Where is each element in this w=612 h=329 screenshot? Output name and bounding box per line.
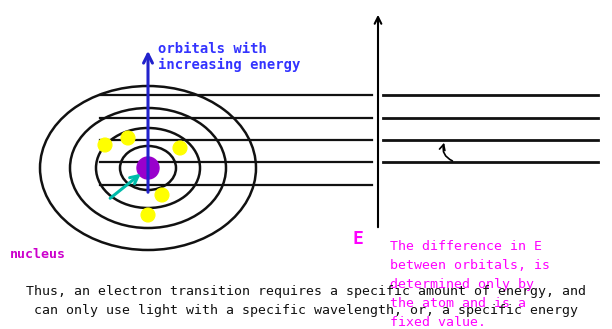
Text: E: E [352, 230, 363, 248]
FancyArrowPatch shape [439, 144, 452, 161]
Text: orbitals with
increasing energy: orbitals with increasing energy [158, 42, 300, 72]
Text: nucleus: nucleus [10, 248, 66, 261]
Text: Thus, an electron transition requires a specific amount of energy, and: Thus, an electron transition requires a … [26, 285, 586, 298]
Circle shape [121, 131, 135, 145]
Circle shape [173, 141, 187, 155]
Text: can only use light with a specific wavelength, or, a specific energy: can only use light with a specific wavel… [34, 304, 578, 317]
Text: The difference in E
between orbitals, is
determined only by
the atom and is a
fi: The difference in E between orbitals, is… [390, 240, 550, 329]
Circle shape [98, 138, 112, 152]
Circle shape [155, 188, 169, 202]
Circle shape [137, 157, 159, 179]
Circle shape [141, 208, 155, 222]
